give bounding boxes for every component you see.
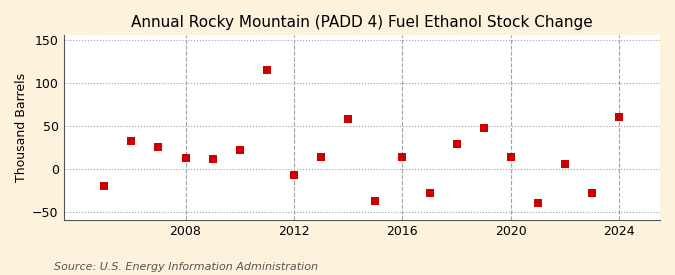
Point — [370, 199, 381, 204]
Point — [506, 154, 516, 159]
Point — [261, 68, 272, 72]
Point — [479, 126, 489, 130]
Point — [289, 172, 300, 177]
Point — [153, 145, 164, 149]
Point — [234, 147, 245, 152]
Point — [424, 190, 435, 195]
Point — [397, 154, 408, 159]
Title: Annual Rocky Mountain (PADD 4) Fuel Ethanol Stock Change: Annual Rocky Mountain (PADD 4) Fuel Etha… — [131, 15, 593, 30]
Point — [316, 154, 327, 159]
Point — [533, 201, 543, 205]
Point — [180, 156, 191, 160]
Point — [452, 141, 462, 146]
Point — [343, 117, 354, 121]
Text: Source: U.S. Energy Information Administration: Source: U.S. Energy Information Administ… — [54, 262, 318, 272]
Point — [207, 157, 218, 161]
Point — [126, 139, 137, 143]
Point — [614, 115, 625, 119]
Point — [587, 190, 597, 195]
Point — [99, 183, 109, 188]
Point — [560, 162, 570, 166]
Y-axis label: Thousand Barrels: Thousand Barrels — [15, 73, 28, 182]
